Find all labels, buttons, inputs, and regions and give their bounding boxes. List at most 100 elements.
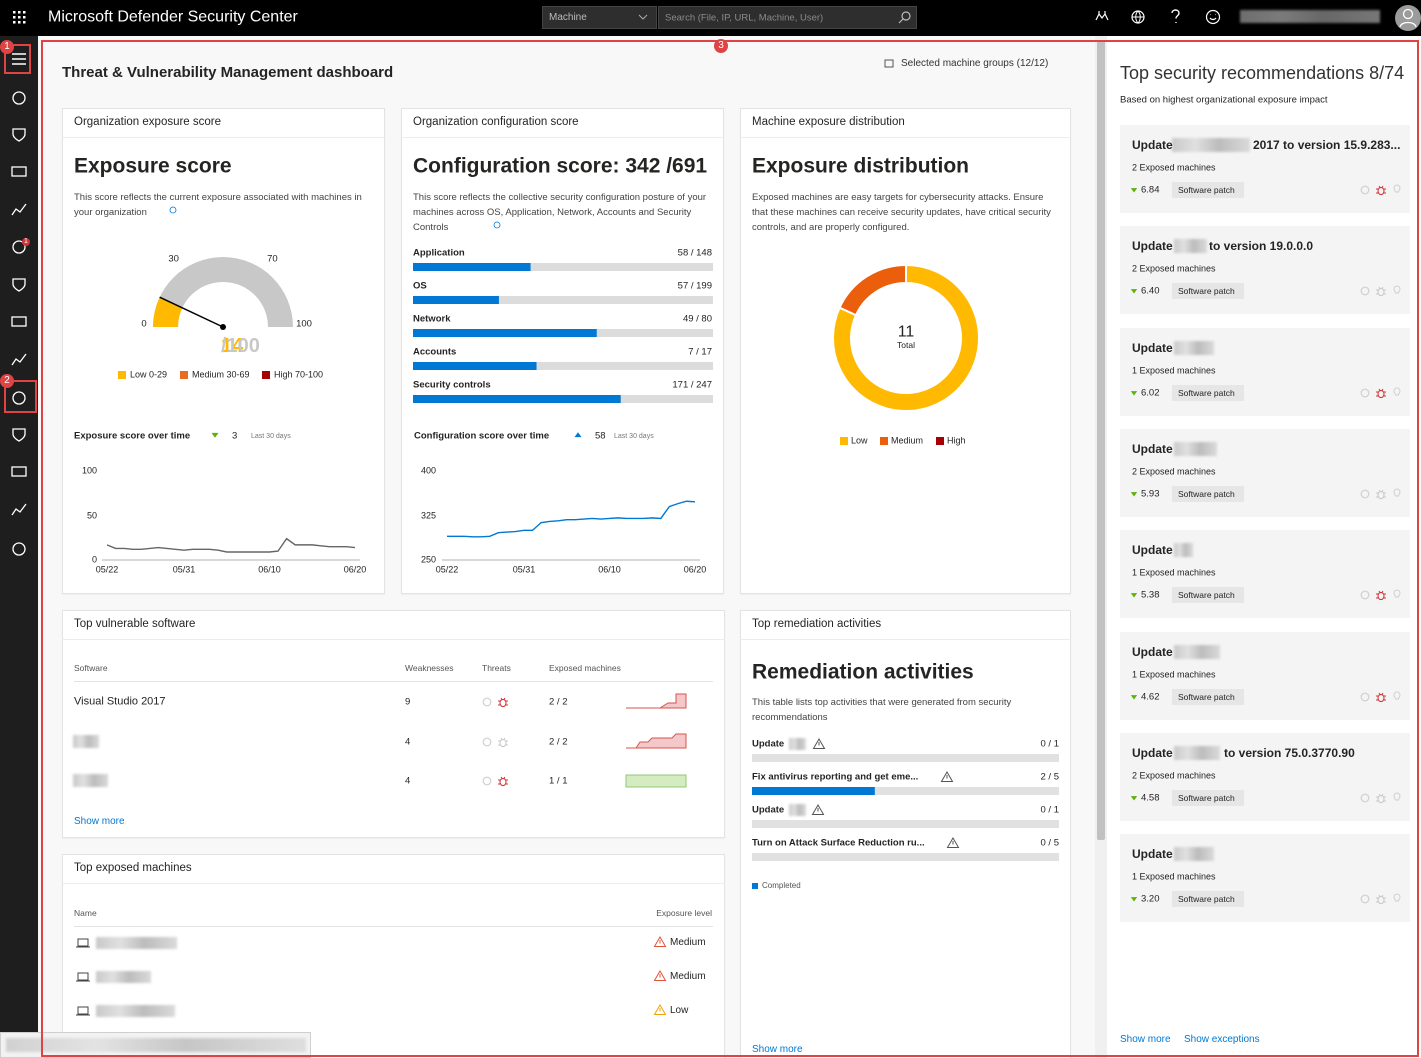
recommendation-card[interactable] xyxy=(1120,733,1410,821)
x-tick-label: 05/31 xyxy=(512,564,536,575)
nav-icon xyxy=(12,391,26,405)
machine-groups-filter[interactable]: Selected machine groups (12/12) xyxy=(901,58,1049,69)
recommendation-card[interactable] xyxy=(1120,834,1410,922)
machine-icon xyxy=(77,972,89,981)
recommendation-title: Update xyxy=(1132,846,1173,861)
exploit-icon xyxy=(482,697,492,707)
column-header: Software xyxy=(74,662,108,673)
activity-title[interactable]: Fix antivirus reporting and get eme... xyxy=(752,771,919,783)
config-bar xyxy=(413,296,499,304)
exposure-score: 6.40 xyxy=(1141,285,1160,297)
warning-icon xyxy=(812,738,826,749)
tag-label: Software patch xyxy=(1178,893,1235,904)
vulnerable-software-card xyxy=(62,610,725,838)
config-bar-label: Accounts xyxy=(413,346,457,358)
activity-title[interactable]: Update xyxy=(752,804,785,816)
trend-period: Last 30 days xyxy=(251,432,291,440)
threat-icon-legs xyxy=(498,697,508,706)
app-launcher-dot xyxy=(18,21,21,24)
tag-label: Software patch xyxy=(1178,285,1235,296)
dashboard-title: Threat & Vulnerability Management dashbo… xyxy=(62,64,394,81)
recommendation-card[interactable] xyxy=(1120,328,1410,416)
insight-icon xyxy=(1393,184,1401,193)
threat-icon-legs xyxy=(1376,489,1386,498)
card-divider xyxy=(740,137,1071,138)
panel-title: Top security recommendations 8/74 xyxy=(1120,63,1405,84)
y-tick-label: 400 xyxy=(420,465,436,476)
threat-icon xyxy=(499,738,507,748)
threat-icon xyxy=(499,698,507,708)
config-bar xyxy=(413,362,537,370)
exploit-icon xyxy=(1360,793,1370,803)
trend-sparkline xyxy=(626,733,687,749)
recommendation-card[interactable] xyxy=(1120,125,1410,213)
warning-icon xyxy=(653,970,667,981)
redacted-activity-name xyxy=(789,804,806,816)
recommendation-card[interactable] xyxy=(1120,632,1410,720)
x-tick-label: 05/31 xyxy=(172,564,196,575)
trend-line xyxy=(106,537,356,553)
nav-icon xyxy=(12,542,26,556)
exploit-icon xyxy=(1360,185,1370,195)
donut-segment xyxy=(832,263,980,412)
config-bar-label: OS xyxy=(413,280,427,292)
card-divider xyxy=(62,883,725,884)
recommendation-card[interactable] xyxy=(1120,226,1410,314)
annotation-number: 1 xyxy=(4,41,10,52)
score-trend-icon xyxy=(1130,391,1138,396)
search-input[interactable] xyxy=(658,6,917,29)
legend-swatch xyxy=(880,437,888,445)
recommendation-card[interactable] xyxy=(1120,429,1410,517)
donut-total-label: Total xyxy=(897,339,915,350)
tag-label: Software patch xyxy=(1178,691,1235,702)
tag-label: Software patch xyxy=(1178,792,1235,803)
recommendation-title-suffix: to version 19.0.0.0 xyxy=(1209,238,1314,253)
threat-icon xyxy=(1377,591,1385,601)
show-more-link[interactable]: Show more xyxy=(752,1044,803,1055)
trend-period: Last 30 days xyxy=(614,432,654,440)
x-tick-label: 05/22 xyxy=(95,564,119,575)
activity-progress: 0 / 1 xyxy=(1040,804,1060,816)
gauge-score: 14 xyxy=(221,335,244,357)
warning-icon xyxy=(653,1004,667,1015)
legend-swatch xyxy=(840,437,848,445)
threat-icon-legs xyxy=(1376,590,1386,599)
show-more-link[interactable]: Show more xyxy=(1120,1034,1171,1045)
recommendation-title: Update xyxy=(1132,644,1173,659)
nav-icon xyxy=(11,466,27,477)
gauge-track xyxy=(153,257,293,327)
nav-menu-icon xyxy=(12,53,26,65)
x-tick-label: 06/10 xyxy=(598,564,621,575)
weaknesses-count: 9 xyxy=(405,696,411,708)
annotation-number: 2 xyxy=(4,375,10,386)
threat-icon xyxy=(1377,895,1385,905)
recommendation-card[interactable] xyxy=(1120,530,1410,618)
trend-sparkline xyxy=(625,774,687,788)
y-tick-label: 100 xyxy=(81,465,97,476)
config-bar-track xyxy=(413,296,713,304)
nav-icon xyxy=(11,203,27,216)
activity-title[interactable]: Turn on Attack Surface Reduction ru... xyxy=(752,837,925,849)
show-exceptions-link[interactable]: Show exceptions xyxy=(1184,1034,1260,1045)
nav-alert-badge xyxy=(22,238,30,246)
exposed-machines: 1 Exposed machines xyxy=(1132,669,1216,680)
tag xyxy=(1172,891,1244,907)
annotation-box xyxy=(4,380,37,413)
column-header: Name xyxy=(74,907,97,918)
activity-track xyxy=(752,754,1059,762)
config-bar xyxy=(413,263,531,271)
y-tick-label: 0 xyxy=(91,554,97,565)
exploit-icon xyxy=(482,737,492,747)
card-description: This score reflects the current exposure… xyxy=(74,192,362,218)
card-header: Organization configuration score xyxy=(413,116,579,129)
exposure-score: 4.58 xyxy=(1141,792,1160,804)
score-trend-icon xyxy=(1130,593,1138,598)
card-header: Top exposed machines xyxy=(74,862,192,875)
threat-icon-legs xyxy=(1376,894,1386,903)
activity-title[interactable]: Update xyxy=(752,738,785,750)
search-scope-dropdown[interactable] xyxy=(542,6,657,29)
scrollbar-thumb[interactable] xyxy=(1097,40,1105,840)
show-more-link[interactable]: Show more xyxy=(74,816,125,827)
software-name[interactable]: Visual Studio 2017 xyxy=(74,695,166,708)
